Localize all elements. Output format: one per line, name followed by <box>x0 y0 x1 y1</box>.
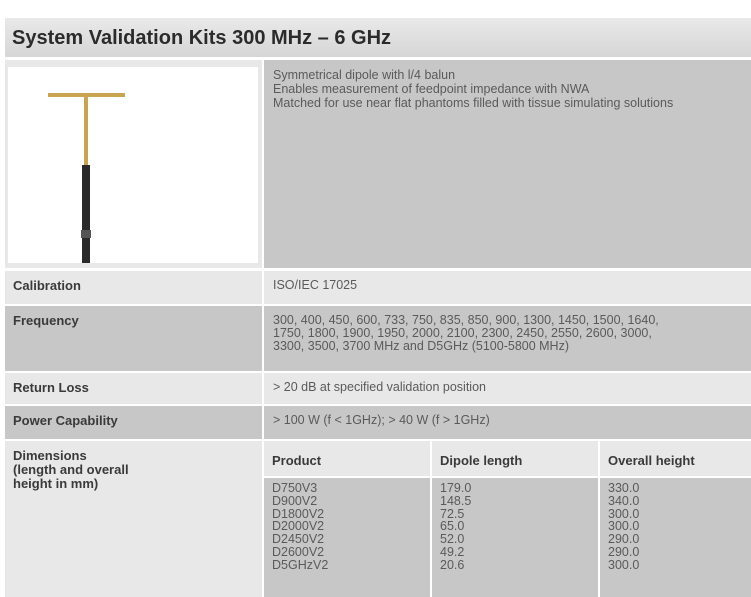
spec-label: Calibration <box>5 271 262 304</box>
table-cell: 49.2 <box>440 546 598 559</box>
spec-label: Frequency <box>5 306 262 371</box>
spec-value: > 100 W (f < 1GHz); > 40 W (f > 1GHz) <box>264 406 751 439</box>
column-header: Product <box>264 441 430 476</box>
product-image <box>5 60 262 268</box>
table-cell: 148.5 <box>440 495 598 508</box>
dimensions-label-line: height in mm) <box>13 477 262 491</box>
table-cell: D2600V2 <box>272 546 430 559</box>
column-header: Dipole length <box>432 441 598 476</box>
dimensions-label-line: Dimensions <box>13 449 262 463</box>
spec-line: > 20 dB at specified validation position <box>273 381 751 394</box>
title: System Validation Kits 300 MHz – 6 GHz <box>5 18 751 50</box>
description-line: Enables measurement of feedpoint impedan… <box>273 82 751 96</box>
spec-value: > 20 dB at specified validation position <box>264 373 751 404</box>
table-cell: D900V2 <box>272 495 430 508</box>
table-cell: 290.0 <box>608 546 751 559</box>
table-cell: 340.0 <box>608 495 751 508</box>
description-line: Matched for use near flat phantoms fille… <box>273 96 751 110</box>
spec-label: Power Capability <box>5 406 262 439</box>
spec-value: ISO/IEC 17025 <box>264 271 751 304</box>
spec-value: 300, 400, 450, 600, 733, 750, 835, 850, … <box>264 306 751 371</box>
title-bar: System Validation Kits 300 MHz – 6 GHz <box>5 18 751 57</box>
spec-line: > 100 W (f < 1GHz); > 40 W (f > 1GHz) <box>273 414 751 427</box>
spec-label: Return Loss <box>5 373 262 404</box>
table-cell: 179.0 <box>440 482 598 495</box>
spec-line: ISO/IEC 17025 <box>273 279 751 292</box>
table-cell: D750V3 <box>272 482 430 495</box>
table-cell: 20.6 <box>440 559 598 572</box>
page: System Validation Kits 300 MHz – 6 GHz S… <box>0 0 751 597</box>
table-cell: D5GHzV2 <box>272 559 430 572</box>
column-header: Overall height <box>600 441 751 476</box>
table-cell: 300.0 <box>608 559 751 572</box>
image-cell <box>5 60 262 268</box>
table-cell: 330.0 <box>608 482 751 495</box>
description-line: Symmetrical dipole with l/4 balun <box>273 68 751 82</box>
dimensions-label-line: (length and overall <box>13 463 262 477</box>
spec-line: 3300, 3500, 3700 MHz and D5GHz (5100-580… <box>273 340 751 353</box>
